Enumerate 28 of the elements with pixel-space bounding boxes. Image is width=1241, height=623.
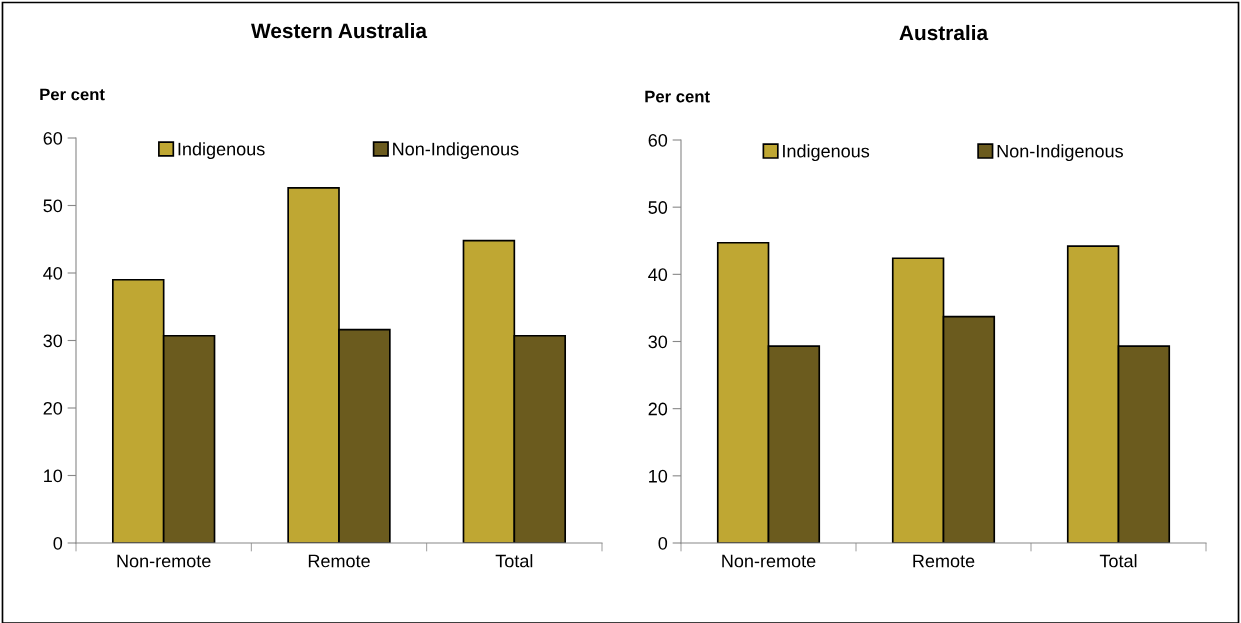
y-tick-label: 60: [43, 131, 63, 145]
y-tick-label: 40: [648, 268, 668, 282]
y-tick-label: 60: [648, 133, 668, 147]
x-tick-label: Total: [495, 554, 533, 568]
legend-label: Indigenous: [783, 144, 870, 162]
x-tick-label: Remote: [308, 554, 370, 568]
x-tick-label: Non-remote: [722, 554, 816, 568]
x-tick-label: Total: [1099, 554, 1137, 568]
y-axis-title: Per cent: [40, 88, 105, 101]
x-tick-label: Remote: [913, 554, 975, 568]
y-axis-title: Per cent: [645, 90, 710, 103]
y-tick-label: 50: [648, 201, 668, 214]
y-tick-label: 10: [44, 469, 63, 483]
legend-label: Non-Indigenous: [997, 144, 1123, 162]
legend-label: Indigenous: [178, 142, 265, 160]
chart-title: Australia: [899, 24, 989, 41]
y-tick-label: 10: [649, 469, 668, 483]
y-tick-label: 0: [53, 536, 63, 550]
y-tick-label: 30: [43, 334, 63, 348]
y-tick-label: 30: [648, 335, 668, 349]
y-tick-label: 20: [648, 402, 668, 416]
y-tick-label: 40: [43, 266, 63, 280]
x-tick-label: Non-remote: [117, 554, 211, 568]
y-tick-label: 0: [658, 536, 668, 550]
legend-label: Non-Indigenous: [393, 142, 519, 160]
chart-title: Western Australia: [251, 22, 428, 39]
y-tick-label: 20: [43, 401, 63, 415]
y-tick-label: 50: [43, 199, 63, 213]
